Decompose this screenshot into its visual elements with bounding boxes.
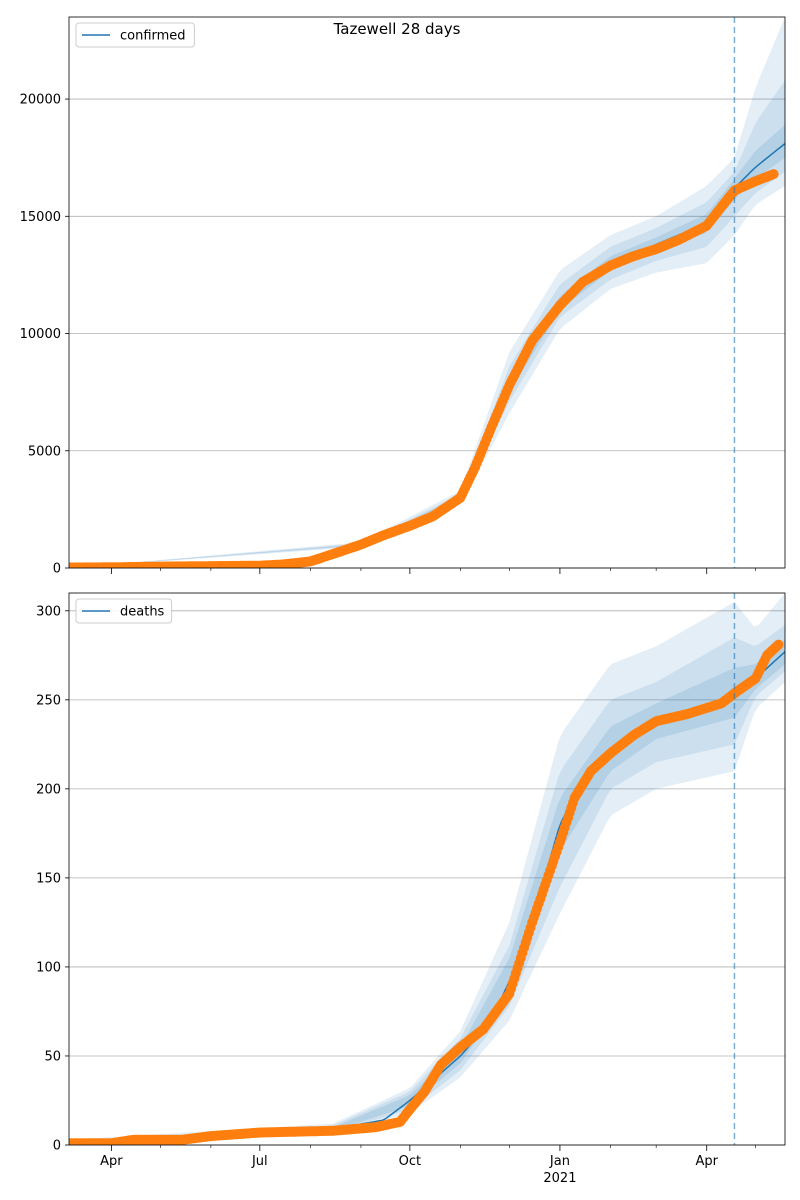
legend-label: deaths: [120, 605, 165, 620]
y-tick-label: 150: [36, 871, 61, 886]
plot-area: [69, 593, 785, 1145]
legend-label: confirmed: [120, 29, 186, 44]
uncertainty-band-1: [69, 593, 785, 1145]
uncertainty-band-3: [69, 124, 785, 568]
observed-point: [773, 639, 784, 650]
figure-title: Tazewell 28 days: [333, 20, 461, 38]
observed-point: [768, 169, 779, 180]
uncertainty-band-1: [69, 17, 785, 568]
y-tick-label: 300: [36, 604, 61, 619]
y-tick-label: 15000: [20, 210, 61, 225]
x-tick-label: Apr: [695, 1154, 718, 1169]
panel-confirmed: 0 5000 10000 15000 20000 confirmed: [20, 16, 786, 577]
x-tick-label: Apr: [100, 1154, 123, 1169]
x-tick-label: Jan: [549, 1154, 570, 1169]
legend: confirmed: [75, 22, 195, 48]
x-tick-label: Jul: [251, 1154, 268, 1169]
y-tick-label: 200: [36, 782, 61, 797]
y-tick-label: 50: [44, 1049, 61, 1064]
uncertainty-band-3: [69, 639, 785, 1145]
uncertainty-band-2: [69, 80, 785, 568]
y-tick-label: 0: [53, 562, 61, 577]
x-tick-label: Oct: [399, 1154, 421, 1169]
legend: deaths: [75, 598, 173, 624]
y-tick-label: 0: [53, 1139, 61, 1154]
plot-area: [69, 17, 785, 568]
y-tick-label: 100: [36, 960, 61, 975]
legend-box: [75, 598, 173, 624]
axes-frame: [68, 16, 786, 569]
panel-deaths: 0 50 100 150 200 250 300 Apr Jul Oct Jan 2021 Apr dea…: [36, 592, 786, 1186]
y-tick-label: 5000: [28, 444, 61, 459]
y-tick-label: 250: [36, 693, 61, 708]
legend-box: [75, 22, 195, 48]
axes-frame: [68, 592, 786, 1146]
y-tick-label: 20000: [20, 93, 61, 108]
x-tick-sublabel: 2021: [543, 1171, 576, 1186]
y-tick-label: 10000: [20, 327, 61, 342]
